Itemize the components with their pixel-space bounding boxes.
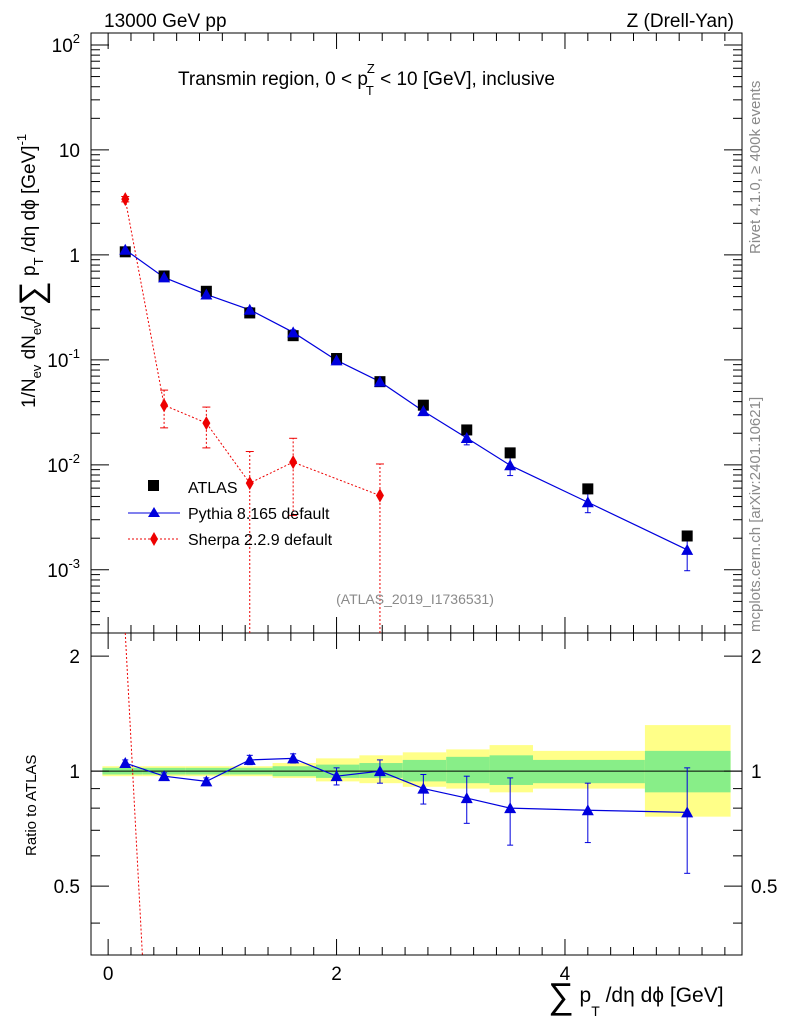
sherpa-point xyxy=(375,488,384,503)
rivet-version-label: Rivet 4.1.0, ≥ 400k events xyxy=(747,81,764,254)
mcplots-site-label: mcplots.cern.ch [arXiv:2401.10621] xyxy=(747,397,764,632)
data-series xyxy=(119,192,694,956)
ylabel-part4: p xyxy=(19,265,40,281)
xlabel-sum: ∑ xyxy=(548,975,574,1016)
pythia-ratio-point xyxy=(200,775,213,787)
title-prefix: Transmin region, 0 < p xyxy=(178,69,368,90)
ylabel-sup: -1 xyxy=(14,134,29,146)
atlas-point xyxy=(504,447,516,459)
sherpa-point xyxy=(245,476,254,491)
pythia-point xyxy=(287,326,300,338)
pythia-ratio-point xyxy=(504,802,517,814)
legend-atlas-label: ATLAS xyxy=(188,480,238,497)
legend-atlas-marker xyxy=(148,480,159,491)
atlas-point xyxy=(461,424,473,436)
x-tick-label: 0 xyxy=(103,964,114,985)
x-tick-label: 4 xyxy=(560,964,571,985)
main-y-tick-label: 10 xyxy=(59,141,80,162)
legend-pythia-marker xyxy=(148,507,160,517)
ratio-y-tick-label: 2 xyxy=(69,647,80,668)
pythia-point xyxy=(504,459,517,471)
pythia-ratio-point xyxy=(243,753,256,765)
ylabel-part5: /dη dϕ [GeV] xyxy=(19,145,40,257)
ratio-y-tick-label-right: 1 xyxy=(751,762,762,783)
atlas-point xyxy=(681,530,693,542)
pythia-point xyxy=(330,354,343,366)
title-suffix: < 10 [GeV], inclusive xyxy=(375,69,555,90)
ratio-y-tick-label-right: 2 xyxy=(751,647,762,668)
main-y-tick-label: 1 xyxy=(69,246,80,267)
main-ylabel: 1/Nev dNev/d∑ pT /dη dϕ [GeV]-1 xyxy=(13,134,51,408)
main-y-tick-label: 102 xyxy=(52,31,80,57)
ratio-ylabel: Ratio to ATLAS xyxy=(23,755,40,856)
xlabel-sub: T xyxy=(591,1003,600,1019)
pythia-ratio-line xyxy=(125,757,688,813)
sherpa-point xyxy=(121,192,130,207)
sherpa-point xyxy=(202,416,211,431)
ratio-panel-frame xyxy=(90,632,743,956)
pythia-point xyxy=(417,405,430,417)
ylabel-sub1: ev xyxy=(29,364,44,378)
legend-sherpa-marker xyxy=(150,532,158,546)
axes: 0 2 4 10-3 10-2 10-1 1 10 102 0.5 0.5 1 1 2 2 xyxy=(47,31,777,985)
process-label: Z (Drell-Yan) xyxy=(627,11,734,32)
sherpa-ratio-line xyxy=(124,632,143,956)
ylabel-part3: /d xyxy=(19,306,40,322)
analysis-id: (ATLAS_2019_I1736531) xyxy=(336,591,494,607)
pythia-line xyxy=(124,249,688,551)
ratio-band-inner xyxy=(446,756,490,784)
ylabel-part1: 1/N xyxy=(19,378,40,408)
pythia-ratio-point xyxy=(330,770,343,782)
pythia-ratio-point xyxy=(158,770,171,782)
pythia-point xyxy=(681,543,694,555)
ratio-y-tick-label: 0.5 xyxy=(54,877,80,898)
ylabel-sub2: ev xyxy=(29,321,44,335)
sherpa-point xyxy=(289,455,298,470)
ratio-y-tick-label: 1 xyxy=(69,762,80,783)
legend: ATLAS Pythia 8.165 default Sherpa 2.2.9 … xyxy=(128,480,333,549)
main-y-tick-label: 10-2 xyxy=(47,451,80,477)
pythia-ratio-point xyxy=(287,752,300,764)
xlabel: ∑ pT /dη dϕ [GeV] xyxy=(548,975,724,1019)
sherpa-line xyxy=(124,199,381,496)
atlas-point xyxy=(582,483,594,495)
legend-sherpa-label: Sherpa 2.2.9 default xyxy=(188,532,333,549)
ylabel-sub3: T xyxy=(31,257,46,265)
plot-title: Transmin region, 0 < pZ T < 10 [GeV], inc… xyxy=(178,61,555,98)
pythia-point xyxy=(158,271,171,283)
pythia-ratio-point xyxy=(373,765,386,777)
beam-label: 13000 GeV pp xyxy=(104,11,227,32)
pythia-ratio-point xyxy=(119,757,132,769)
pythia-point xyxy=(581,496,594,508)
title-sub: T xyxy=(366,83,374,98)
ratio-y-tick-label-right: 0.5 xyxy=(751,877,777,898)
pythia-point xyxy=(200,288,213,300)
main-y-tick-label: 10-3 xyxy=(47,556,80,582)
sherpa-point xyxy=(160,398,169,413)
xlabel-p: p xyxy=(574,984,592,1007)
pythia-ratio-point xyxy=(581,804,594,816)
ylabel-sum: ∑ xyxy=(13,281,51,305)
title-sup: Z xyxy=(367,61,375,76)
pythia-ratio-point xyxy=(417,782,430,794)
pythia-point xyxy=(373,375,386,387)
ylabel-part2: dN xyxy=(19,335,40,365)
pythia-point xyxy=(243,303,256,315)
pythia-ratio-point xyxy=(681,806,694,818)
pythia-ratio-point xyxy=(460,792,473,804)
ratio-band-inner xyxy=(489,755,533,785)
legend-pythia-label: Pythia 8.165 default xyxy=(188,506,330,523)
x-tick-label: 2 xyxy=(331,964,342,985)
xlabel-rest: /dη dϕ [GeV] xyxy=(600,984,724,1007)
main-y-tick-label: 10-1 xyxy=(47,346,80,372)
pythia-point xyxy=(119,243,132,255)
pythia-point xyxy=(460,432,473,444)
